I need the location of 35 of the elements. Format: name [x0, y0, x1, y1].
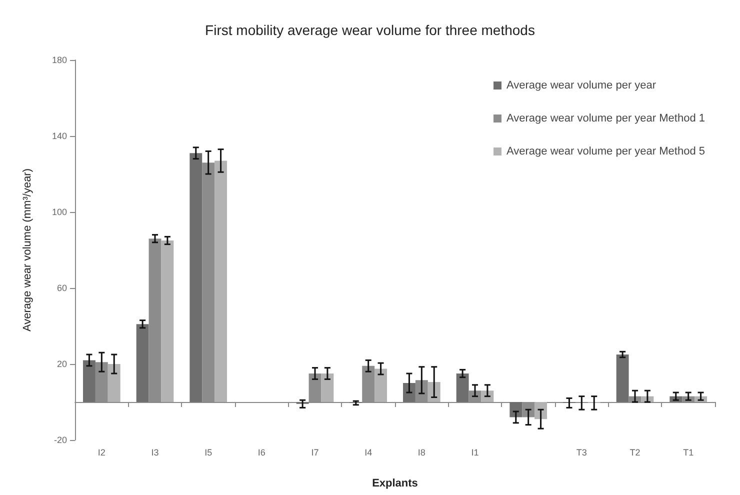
x-tick-label: T1	[683, 448, 694, 458]
legend-label: Average wear volume per year Method 1	[506, 112, 705, 124]
bar	[108, 364, 120, 402]
y-tick-label: 140	[52, 131, 67, 141]
x-tick-label: T3	[576, 448, 587, 458]
chart-title: First mobility average wear volume for three methods	[205, 22, 535, 38]
y-tick-label: 100	[52, 207, 67, 217]
legend-label: Average wear volume per year Method 5	[506, 146, 705, 158]
x-axis-title: Explants	[372, 478, 418, 490]
x-tick-label: I8	[418, 448, 426, 458]
y-tick-label: -20	[54, 435, 67, 445]
y-tick-label: 20	[56, 359, 67, 369]
bar	[136, 324, 149, 402]
x-tick-label: T2	[630, 448, 640, 458]
y-tick-label: 180	[52, 55, 67, 65]
bar	[374, 368, 387, 402]
bar	[190, 153, 202, 402]
bar	[616, 354, 629, 402]
bar	[83, 360, 96, 402]
legend-label: Average wear volume per year	[506, 80, 656, 92]
bar	[456, 374, 469, 402]
x-tick-label: I3	[151, 448, 159, 458]
x-tick-label: I1	[471, 448, 479, 458]
bar	[161, 240, 174, 402]
x-tick-label: I6	[258, 448, 266, 458]
x-tick-label: I7	[311, 448, 319, 458]
y-axis-title: Average wear volume (mm³/year)	[22, 168, 34, 332]
bar	[321, 374, 334, 402]
bar	[214, 160, 227, 402]
y-tick-label: 60	[56, 283, 67, 293]
x-tick-label: I4	[364, 448, 372, 458]
x-tick-label: I2	[98, 448, 106, 458]
bar	[403, 383, 416, 402]
x-tick-label: I5	[204, 448, 212, 458]
bar	[510, 402, 522, 418]
